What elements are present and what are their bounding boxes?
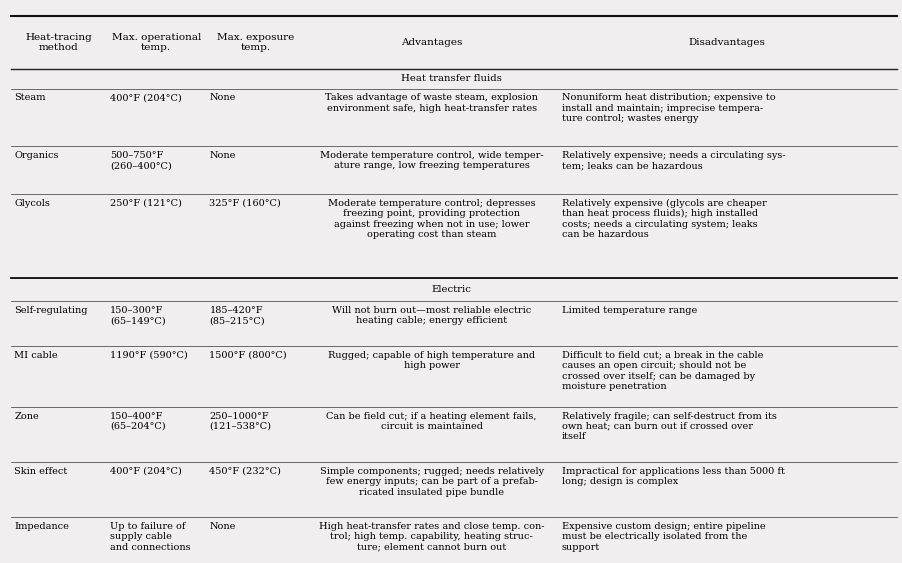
Text: 185–420°F
(85–215°C): 185–420°F (85–215°C) <box>209 306 265 325</box>
Text: Advantages: Advantages <box>400 38 462 47</box>
Text: Relatively expensive; needs a circulating sys-
tem; leaks can be hazardous: Relatively expensive; needs a circulatin… <box>561 151 785 170</box>
Text: 250°F (121°C): 250°F (121°C) <box>110 199 182 208</box>
Text: 1500°F (800°C): 1500°F (800°C) <box>209 351 287 360</box>
Text: Electric: Electric <box>431 285 471 294</box>
Text: 500–750°F
(260–400°C): 500–750°F (260–400°C) <box>110 151 171 170</box>
Text: Limited temperature range: Limited temperature range <box>561 306 696 315</box>
Text: High heat-transfer rates and close temp. con-
trol; high temp. capability, heati: High heat-transfer rates and close temp.… <box>318 522 544 552</box>
Text: MI cable: MI cable <box>14 351 58 360</box>
Text: 400°F (204°C): 400°F (204°C) <box>110 93 181 102</box>
Text: Relatively expensive (glycols are cheaper
than heat process fluids); high instal: Relatively expensive (glycols are cheape… <box>561 199 766 239</box>
Text: Takes advantage of waste steam, explosion
environment safe, high heat-transfer r: Takes advantage of waste steam, explosio… <box>325 93 538 113</box>
Text: Moderate temperature control; depresses
freezing point, providing protection
aga: Moderate temperature control; depresses … <box>327 199 535 239</box>
Text: 450°F (232°C): 450°F (232°C) <box>209 467 281 476</box>
Text: Max. exposure
temp.: Max. exposure temp. <box>216 33 294 52</box>
Text: Difficult to field cut; a break in the cable
causes an open circuit; should not : Difficult to field cut; a break in the c… <box>561 351 762 391</box>
Text: Moderate temperature control, wide temper-
ature range, low freezing temperature: Moderate temperature control, wide tempe… <box>319 151 543 170</box>
Text: Disadvantages: Disadvantages <box>688 38 765 47</box>
Text: Up to failure of
supply cable
and connections: Up to failure of supply cable and connec… <box>110 522 190 552</box>
Text: None: None <box>209 93 235 102</box>
Text: Can be field cut; if a heating element fails,
circuit is maintained: Can be field cut; if a heating element f… <box>326 412 537 431</box>
Text: None: None <box>209 151 235 160</box>
Text: None: None <box>209 522 235 531</box>
Text: 1190°F (590°C): 1190°F (590°C) <box>110 351 188 360</box>
Text: 325°F (160°C): 325°F (160°C) <box>209 199 281 208</box>
Text: Skin effect: Skin effect <box>14 467 68 476</box>
Text: Heat-tracing
method: Heat-tracing method <box>25 33 92 52</box>
Text: Organics: Organics <box>14 151 59 160</box>
Text: 250–1000°F
(121–538°C): 250–1000°F (121–538°C) <box>209 412 272 431</box>
Text: Nonuniform heat distribution; expensive to
install and maintain; imprecise tempe: Nonuniform heat distribution; expensive … <box>561 93 775 123</box>
Text: Self-regulating: Self-regulating <box>14 306 87 315</box>
Text: Glycols: Glycols <box>14 199 51 208</box>
Text: Expensive custom design; entire pipeline
must be electrically isolated from the
: Expensive custom design; entire pipeline… <box>561 522 764 552</box>
Text: 150–400°F
(65–204°C): 150–400°F (65–204°C) <box>110 412 166 431</box>
Text: Heat transfer fluids: Heat transfer fluids <box>400 74 502 83</box>
Text: Impractical for applications less than 5000 ft
long; design is complex: Impractical for applications less than 5… <box>561 467 784 486</box>
Text: Relatively fragile; can self-destruct from its
own heat; can burn out if crossed: Relatively fragile; can self-destruct fr… <box>561 412 776 441</box>
Text: Steam: Steam <box>14 93 46 102</box>
Text: Zone: Zone <box>14 412 39 421</box>
Text: 150–300°F
(65–149°C): 150–300°F (65–149°C) <box>110 306 166 325</box>
Text: Impedance: Impedance <box>14 522 69 531</box>
Text: Max. operational
temp.: Max. operational temp. <box>112 33 200 52</box>
Text: Simple components; rugged; needs relatively
few energy inputs; can be part of a : Simple components; rugged; needs relativ… <box>319 467 543 497</box>
Text: 400°F (204°C): 400°F (204°C) <box>110 467 181 476</box>
Text: Will not burn out—most reliable electric
heating cable; energy efficient: Will not burn out—most reliable electric… <box>332 306 530 325</box>
Text: Rugged; capable of high temperature and
high power: Rugged; capable of high temperature and … <box>327 351 535 370</box>
